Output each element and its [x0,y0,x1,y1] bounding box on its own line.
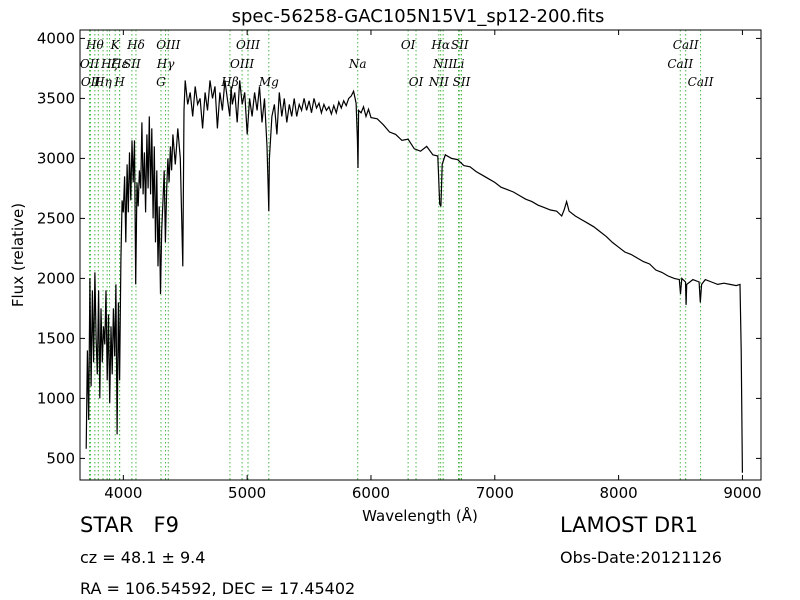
line-marker-label: Hε [110,57,128,71]
line-marker-label: Hα [430,38,450,52]
spectrum-line [85,80,743,473]
y-tick-label: 2500 [37,209,75,227]
line-marker-label: CaII [673,38,699,52]
line-marker-label: SII [451,38,469,52]
line-marker-label: CaII [688,75,714,89]
line-marker-label: Li [452,57,465,71]
line-marker-label: Hδ [126,38,145,52]
coordinates-label: RA = 106.54592, DEC = 17.45402 [80,579,356,598]
line-marker-label: SII [123,57,141,71]
line-marker-label: Hζ [100,57,119,71]
x-axis-ticks: 4000 5000 6000 7000 8000 9000 [104,30,762,502]
line-marker-label: Hθ [85,38,104,52]
line-marker-label: SII [453,75,471,89]
survey-label: LAMOST DR1 [560,513,699,537]
line-marker-label: OIII [156,38,180,52]
x-tick-label: 4000 [104,484,142,502]
plot-frame [79,29,762,481]
line-marker-label: OI [401,38,416,52]
y-tick-label: 1000 [37,389,75,407]
y-tick-label: 4000 [37,29,75,47]
line-markers [89,30,702,480]
line-marker-label: NII [428,75,449,89]
line-marker-label: NII [432,57,453,71]
line-marker-label: G [156,75,166,89]
x-tick-label: 7000 [476,484,514,502]
x-tick-label: 9000 [723,484,761,502]
x-tick-label: 5000 [228,484,266,502]
x-tick-label: 6000 [352,484,390,502]
line-marker-label: CaII [667,57,693,71]
line-marker-label: K [110,38,121,52]
line-marker-label: OII [81,75,101,89]
y-tick-label: 1500 [37,329,75,347]
y-axis-label: Flux (relative) [9,203,27,307]
y-tick-label: 3000 [37,149,75,167]
line-marker-labels: OIIOIIHθHηHζKHHεSIIHδGHγOIIIHβOIIIOIIIMg… [80,38,714,89]
x-axis-label: Wavelength (Å) [362,506,478,525]
line-marker-label: Hγ [156,57,175,71]
object-class: STAR F9 [80,513,179,537]
line-marker-label: H [113,75,125,89]
class-label: STAR [80,513,134,537]
line-marker-label: Hη [93,75,112,89]
y-tick-label: 2000 [37,269,75,287]
line-marker-label: Hβ [220,75,238,89]
line-marker-label: OIII [230,57,254,71]
x-tick-label: 8000 [600,484,638,502]
chart-title: spec-56258-GAC105N15V1_sp12-200.fits [232,6,605,27]
subclass-label: F9 [153,513,179,537]
redshift-label: cz = 48.1 ± 9.4 [80,548,206,567]
line-marker-label: OII [80,57,100,71]
line-marker-label: Na [348,57,367,71]
y-tick-label: 500 [46,449,75,467]
obs-date-label: Obs-Date:20121126 [560,548,722,567]
line-marker-label: OIII [236,38,260,52]
y-axis-ticks: 500 1000 1500 2000 2500 3000 3500 4000 [37,29,761,467]
line-marker-label: OI [409,75,424,89]
line-marker-label: Mg [258,75,279,89]
y-tick-label: 3500 [37,89,75,107]
